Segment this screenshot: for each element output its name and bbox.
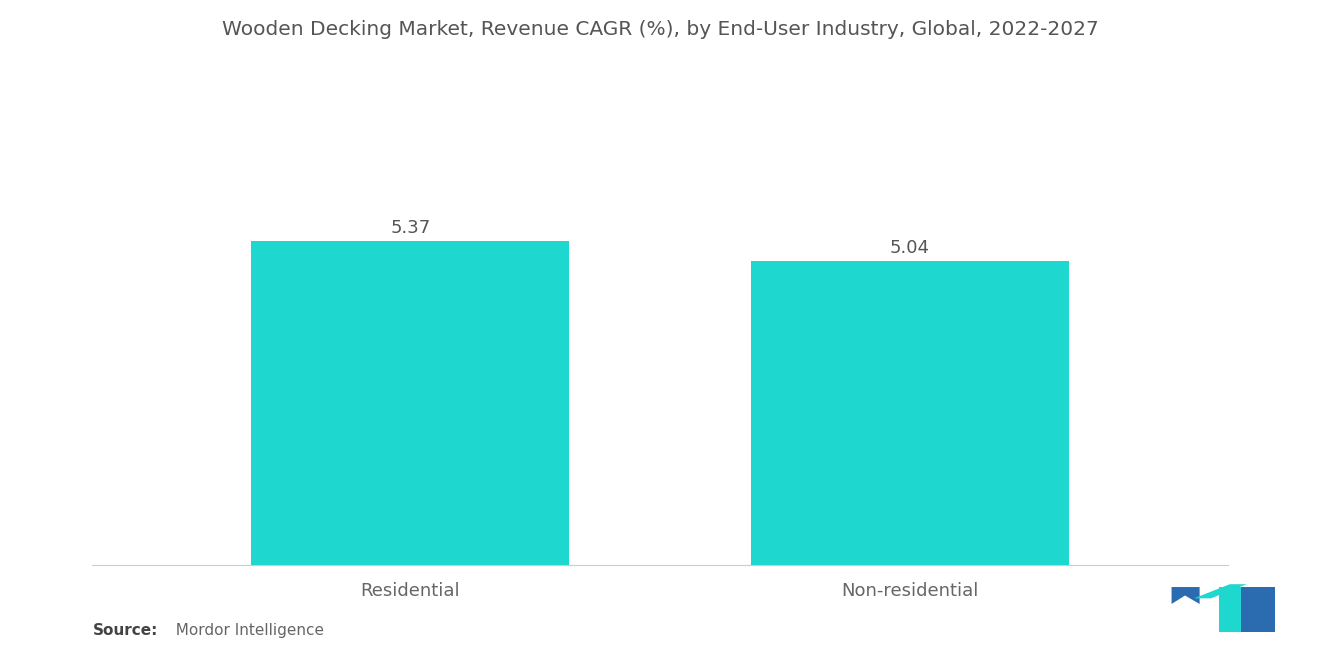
Polygon shape	[1241, 587, 1275, 632]
Text: 5.04: 5.04	[890, 239, 929, 257]
Polygon shape	[1195, 584, 1246, 598]
Polygon shape	[1218, 587, 1246, 632]
Bar	[751, 261, 1069, 565]
Text: Source:: Source:	[92, 623, 158, 638]
Text: Wooden Decking Market, Revenue CAGR (%), by End-User Industry, Global, 2022-2027: Wooden Decking Market, Revenue CAGR (%),…	[222, 20, 1098, 39]
Polygon shape	[1172, 587, 1200, 632]
Text: Mordor Intelligence: Mordor Intelligence	[166, 623, 325, 638]
Bar	[251, 241, 569, 565]
Text: 5.37: 5.37	[391, 219, 430, 237]
